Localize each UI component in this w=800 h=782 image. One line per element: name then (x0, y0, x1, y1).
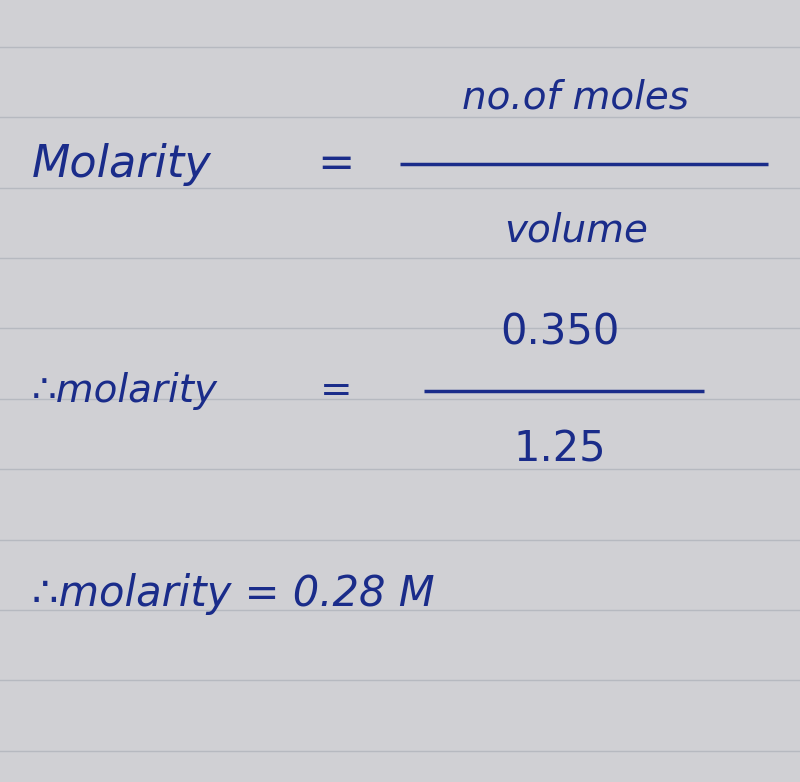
Text: Molarity: Molarity (32, 143, 212, 185)
Text: =: = (318, 143, 354, 185)
Text: volume: volume (504, 212, 648, 249)
Text: =: = (320, 372, 352, 410)
Text: 1.25: 1.25 (514, 429, 606, 471)
Text: ∴molarity: ∴molarity (32, 372, 218, 410)
Text: no.of moles: no.of moles (462, 79, 690, 117)
Text: ∴molarity = 0.28 M: ∴molarity = 0.28 M (32, 573, 434, 615)
Text: 0.350: 0.350 (500, 311, 620, 353)
